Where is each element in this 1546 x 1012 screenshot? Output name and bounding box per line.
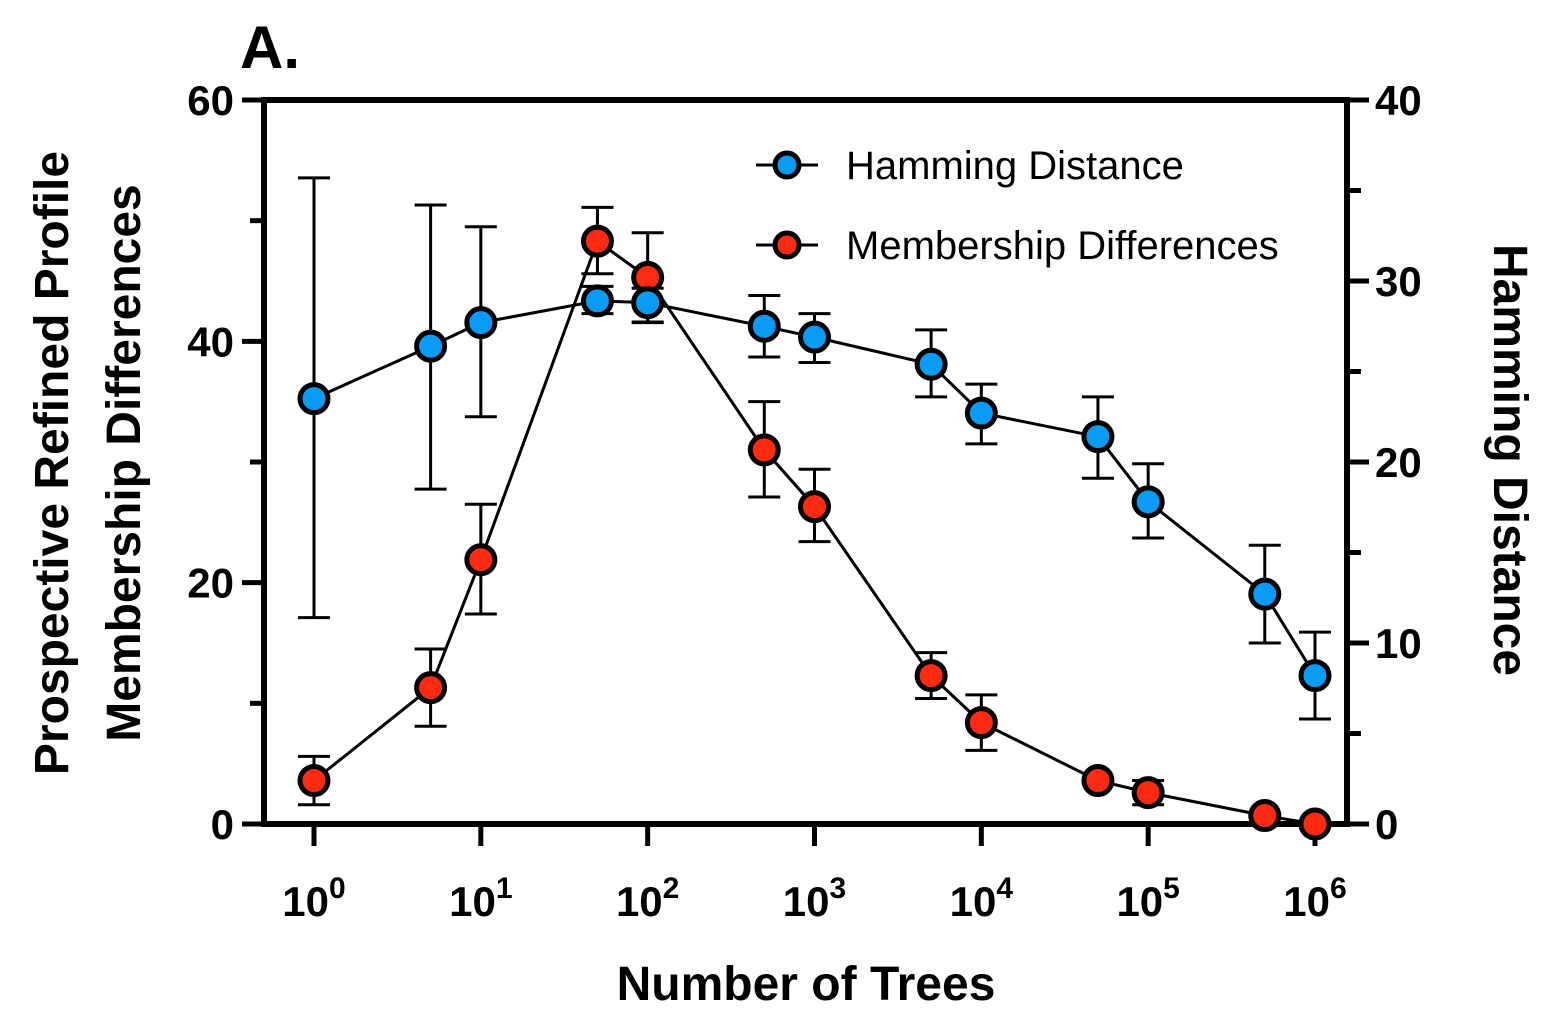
data-point [414,671,448,705]
x-tick-label: 102 [616,872,679,925]
y-left-tick-label: 60 [187,77,234,124]
data-point [964,396,998,430]
data-point [1298,659,1332,693]
data-point [464,306,498,340]
y-axis-right-title: Hamming Distance [1483,244,1536,676]
plot-frame [261,97,1350,827]
x-tick-label: 103 [783,872,846,925]
legend-label-hamming: Hamming Distance [846,144,1184,188]
data-point [1248,577,1282,611]
y-axis-left-title-line2: Membership Differences [98,184,151,742]
y-axis-left: 0 20 40 60 [187,77,264,848]
legend: Hamming Distance Membership Differences [756,144,1279,268]
y-right-tick-label: 30 [1375,258,1422,305]
x-axis: 100 101 102 103 104 105 106 [282,824,1347,925]
x-tick-label: 105 [1116,872,1179,925]
data-point [747,309,781,343]
data-point [297,764,331,798]
data-point [1081,764,1115,798]
data-point [580,284,614,318]
data-point [580,224,614,258]
legend-marker-membership [772,230,802,260]
legend-marker-hamming [772,150,802,180]
x-tick-label: 106 [1283,872,1346,925]
panel-label: A. [240,14,300,81]
x-axis-title: Number of Trees [617,958,996,1011]
data-point [1248,799,1282,833]
x-tick-label: 101 [449,872,512,925]
data-point [297,382,331,416]
y-right-tick-label: 0 [1375,801,1398,848]
data-point [914,347,948,381]
legend-label-membership: Membership Differences [846,224,1279,268]
data-point [414,329,448,363]
data-point [747,433,781,467]
y-left-tick-label: 20 [187,560,234,607]
y-left-tick-label: 0 [211,801,234,848]
x-tick-label: 104 [950,872,1014,925]
data-point [1131,485,1165,519]
data-point [914,659,948,693]
data-point [1298,807,1332,841]
data-point [631,286,665,320]
y-axis-left-title-line1: Prospective Refined Profile [26,151,79,775]
data-point [964,706,998,740]
data-point [798,320,831,354]
y-axis-right: 0 10 20 30 40 [1347,77,1422,848]
series-layer [297,176,1332,841]
series-hamming-distance [297,176,1332,721]
data-point [1081,420,1115,454]
series-membership-differences [297,205,1332,841]
y-right-tick-label: 10 [1375,620,1422,667]
y-right-tick-label: 40 [1375,77,1422,124]
x-tick-label: 100 [282,872,345,925]
data-point [1131,776,1165,810]
y-right-tick-label: 20 [1375,439,1422,486]
data-point [464,543,498,577]
data-point [798,490,831,524]
y-left-tick-label: 40 [187,318,234,365]
